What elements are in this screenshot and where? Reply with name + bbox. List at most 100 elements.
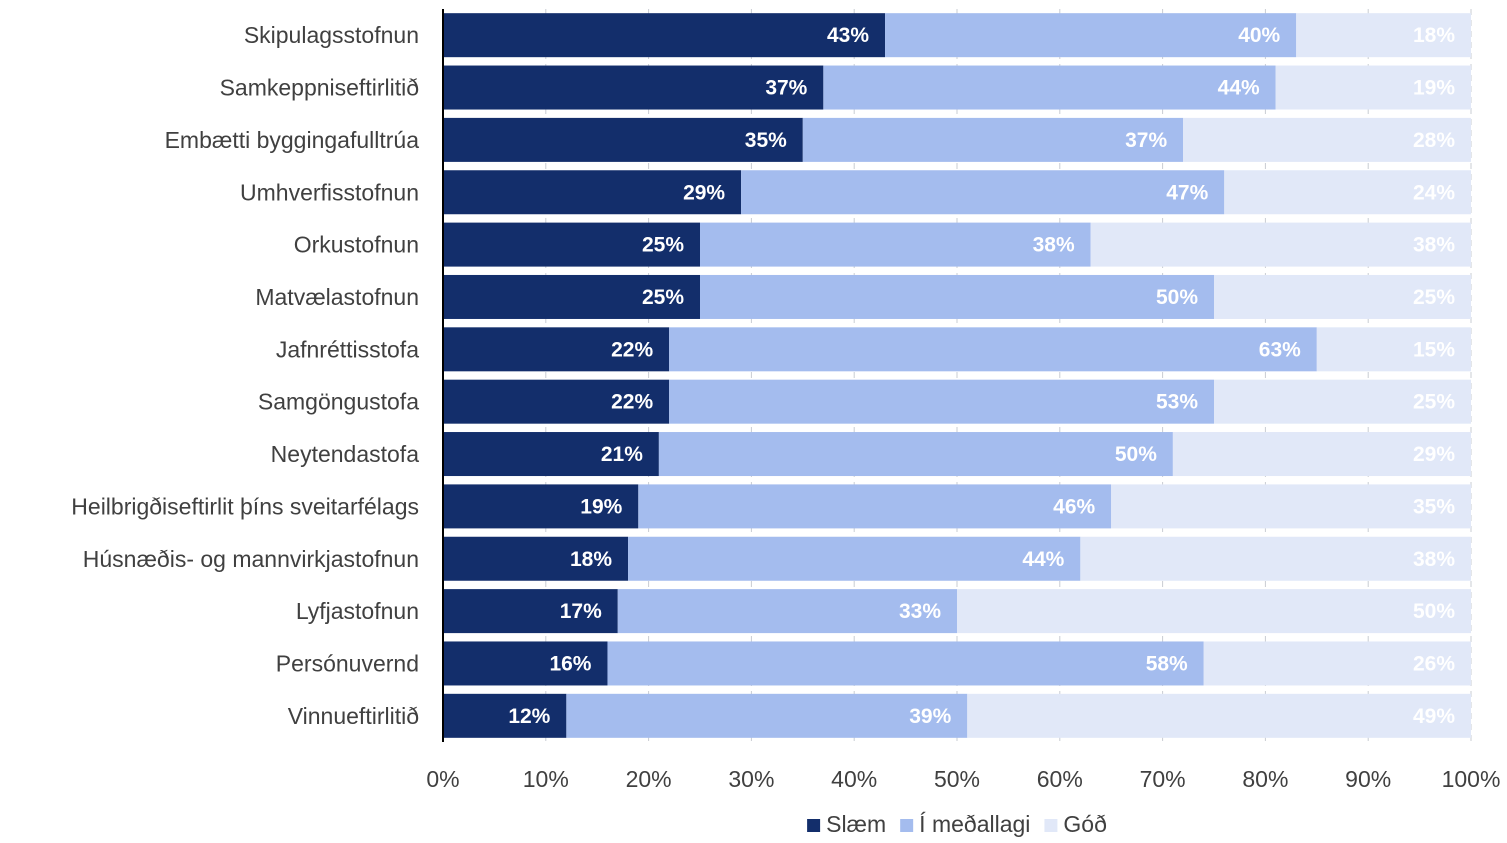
data-label: 35% <box>745 129 787 152</box>
data-label: 49% <box>1413 705 1455 728</box>
data-label: 24% <box>1413 181 1455 204</box>
data-label: 25% <box>642 234 684 257</box>
data-label: 50% <box>1156 286 1198 309</box>
data-label: 19% <box>580 495 622 518</box>
category-label: Heilbrigðiseftirlit þíns sveitarfélags <box>71 493 419 519</box>
data-label: 58% <box>1146 652 1188 675</box>
data-label: 50% <box>1413 600 1455 623</box>
category-label: Embætti byggingafulltrúa <box>165 127 420 153</box>
bar-segment <box>802 117 1184 162</box>
data-label: 50% <box>1115 443 1157 466</box>
x-tick-label: 30% <box>728 766 774 792</box>
bar-segment <box>443 65 824 110</box>
bar-segment <box>1172 432 1471 477</box>
bar-segment <box>443 589 618 634</box>
bar-segment <box>885 13 1297 58</box>
bar-segment <box>638 484 1112 529</box>
bar-segment <box>443 222 700 267</box>
data-label: 40% <box>1238 24 1280 47</box>
category-label: Vinnueftirlitið <box>288 703 419 729</box>
data-label: 22% <box>611 391 653 414</box>
data-label: 37% <box>765 77 807 100</box>
data-label: 47% <box>1166 181 1208 204</box>
data-label: 16% <box>549 652 591 675</box>
x-axis-ticks: 0% 10% 20% 30% 40% 50% 60% 70% 80% 90% 100% <box>426 766 1500 792</box>
legend-item: Í meðallagi <box>900 811 1030 837</box>
bar-segment <box>1090 222 1471 267</box>
legend-label: Góð <box>1063 811 1106 837</box>
category-label: Samgöngustofa <box>258 389 419 415</box>
data-label: 28% <box>1413 129 1455 152</box>
bar-segment <box>443 432 659 477</box>
bar-segment <box>607 641 1204 686</box>
bar-segment <box>967 693 1471 738</box>
x-tick-label: 10% <box>523 766 569 792</box>
legend-label: Slæm <box>826 811 886 837</box>
data-label: 25% <box>1413 391 1455 414</box>
data-label: 19% <box>1413 77 1455 100</box>
legend-item: Góð <box>1044 811 1107 837</box>
bar-segment <box>1111 484 1471 529</box>
category-label: Lyfjastofnun <box>296 598 419 624</box>
category-label: Skipulagsstofnun <box>244 22 419 48</box>
bar-segment <box>628 536 1081 581</box>
data-label: 15% <box>1413 338 1455 361</box>
bar-segment <box>957 589 1471 634</box>
data-label: 22% <box>611 338 653 361</box>
data-label: 43% <box>827 24 869 47</box>
legend-swatch <box>1044 819 1058 832</box>
category-labels: Skipulagsstofnun Samkeppniseftirlitið Embæ… <box>71 22 419 729</box>
x-tick-label: 0% <box>426 766 459 792</box>
x-tick-label: 40% <box>831 766 877 792</box>
data-label: 18% <box>570 548 612 571</box>
data-label: 44% <box>1218 77 1260 100</box>
bar-segment <box>1214 274 1471 319</box>
bar-segment <box>443 484 639 529</box>
data-label: 25% <box>642 286 684 309</box>
x-tick-label: 80% <box>1242 766 1288 792</box>
bar-segment <box>443 274 700 319</box>
legend-swatch <box>807 819 821 832</box>
data-label: 38% <box>1413 234 1455 257</box>
bar-segment <box>443 117 803 162</box>
x-tick-label: 50% <box>934 766 980 792</box>
data-label: 53% <box>1156 391 1198 414</box>
data-label: 44% <box>1022 548 1064 571</box>
bar-segment <box>1214 379 1471 424</box>
data-label: 29% <box>1413 443 1455 466</box>
bar-segment <box>1316 327 1471 372</box>
category-label: Neytendastofa <box>271 441 420 467</box>
data-label: 63% <box>1259 338 1301 361</box>
bar-segment <box>443 13 886 58</box>
bar-segment <box>443 379 670 424</box>
data-label: 46% <box>1053 495 1095 518</box>
data-label: 21% <box>601 443 643 466</box>
bars: 43% 40% 18% 37% 44% 19% 35% 37% 28% 29% 47% 24% 25% 3… <box>443 13 1471 738</box>
legend-label: Í meðallagi <box>919 811 1030 837</box>
data-label: 38% <box>1033 234 1075 257</box>
data-label: 18% <box>1413 24 1455 47</box>
category-label: Húsnæðis- og mannvirkjastofnun <box>83 546 419 572</box>
x-tick-label: 90% <box>1345 766 1391 792</box>
bar-segment <box>1224 170 1471 215</box>
data-label: 37% <box>1125 129 1167 152</box>
bar-segment <box>566 693 968 738</box>
bar-segment <box>1183 117 1471 162</box>
data-label: 25% <box>1413 286 1455 309</box>
bar-segment <box>1080 536 1471 581</box>
data-label: 12% <box>508 705 550 728</box>
data-label: 35% <box>1413 495 1455 518</box>
data-label: 17% <box>560 600 602 623</box>
x-tick-label: 60% <box>1037 766 1083 792</box>
legend-swatch <box>900 819 914 832</box>
bar-segment <box>443 327 670 372</box>
bar-segment <box>1203 641 1471 686</box>
x-tick-label: 20% <box>626 766 672 792</box>
legend-item: Slæm <box>807 811 886 837</box>
bar-segment <box>658 432 1173 477</box>
x-tick-label: 70% <box>1140 766 1186 792</box>
data-label: 26% <box>1413 652 1455 675</box>
category-label: Matvælastofnun <box>255 284 419 310</box>
bar-segment <box>823 65 1276 110</box>
